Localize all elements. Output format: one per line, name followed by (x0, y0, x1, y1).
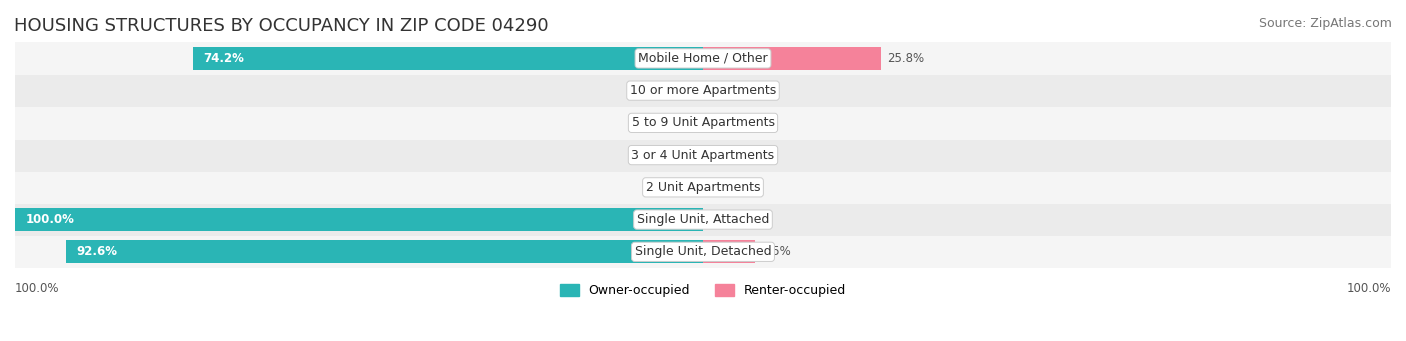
Text: 100.0%: 100.0% (1347, 282, 1391, 295)
Bar (15, 106, 1391, 140)
Bar (703, 47, 880, 70)
Text: 92.6%: 92.6% (76, 245, 117, 258)
Text: Mobile Home / Other: Mobile Home / Other (638, 52, 768, 65)
Text: 10 or more Apartments: 10 or more Apartments (630, 84, 776, 97)
Text: 7.5%: 7.5% (762, 245, 792, 258)
Bar (15, 74, 1391, 107)
Bar (15, 208, 703, 231)
Text: 100.0%: 100.0% (25, 213, 75, 226)
Legend: Owner-occupied, Renter-occupied: Owner-occupied, Renter-occupied (555, 279, 851, 302)
Text: 3 or 4 Unit Apartments: 3 or 4 Unit Apartments (631, 149, 775, 162)
Text: Single Unit, Detached: Single Unit, Detached (634, 245, 772, 258)
Text: 0.0%: 0.0% (710, 213, 740, 226)
Bar (193, 47, 703, 70)
Text: 0.0%: 0.0% (710, 116, 740, 129)
Bar (66, 240, 703, 264)
Text: 0.0%: 0.0% (666, 116, 696, 129)
Text: 0.0%: 0.0% (710, 84, 740, 97)
Text: 74.2%: 74.2% (202, 52, 243, 65)
Bar (15, 170, 1391, 204)
Text: 5 to 9 Unit Apartments: 5 to 9 Unit Apartments (631, 116, 775, 129)
Bar (15, 235, 1391, 269)
Text: 0.0%: 0.0% (666, 149, 696, 162)
Bar (15, 138, 1391, 172)
Text: 0.0%: 0.0% (666, 84, 696, 97)
Text: Source: ZipAtlas.com: Source: ZipAtlas.com (1258, 17, 1392, 30)
Bar (15, 203, 1391, 236)
Text: 100.0%: 100.0% (15, 282, 59, 295)
Text: HOUSING STRUCTURES BY OCCUPANCY IN ZIP CODE 04290: HOUSING STRUCTURES BY OCCUPANCY IN ZIP C… (14, 17, 548, 35)
Bar (15, 42, 1391, 75)
Text: 2 Unit Apartments: 2 Unit Apartments (645, 181, 761, 194)
Text: 0.0%: 0.0% (710, 181, 740, 194)
Text: 0.0%: 0.0% (666, 181, 696, 194)
Bar (703, 240, 755, 264)
Text: Single Unit, Attached: Single Unit, Attached (637, 213, 769, 226)
Text: 25.8%: 25.8% (887, 52, 925, 65)
Text: 0.0%: 0.0% (710, 149, 740, 162)
